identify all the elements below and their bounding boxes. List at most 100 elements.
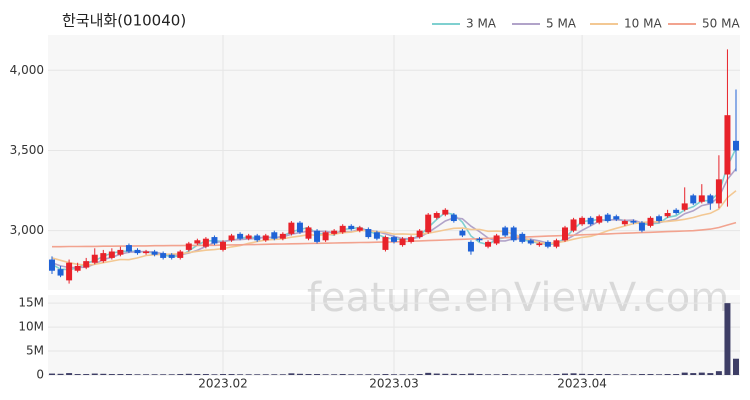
candle-body [117,249,124,255]
volume-bar [656,374,663,375]
volume-bar [296,373,303,375]
volume-bar [570,373,577,375]
volume-bar [544,374,551,375]
candle-body [365,229,372,238]
volume-bar [160,374,167,375]
volume-bar [91,373,98,375]
volume-bar [408,374,415,375]
candle-body [467,241,474,252]
x-tick-label: 2023.04 [557,377,607,391]
candle-body [57,269,64,276]
candle-body [459,230,466,236]
volume-bar [322,374,329,375]
volume-bar [485,374,492,375]
volume-bar [305,374,312,375]
candle-body [49,259,55,271]
volume-bar [596,374,603,375]
candle-body [647,217,654,226]
candle-body [202,238,209,247]
volume-bar [339,374,346,375]
volume-bar [228,374,235,375]
candle-body [220,241,226,250]
volume-bar [365,374,372,375]
candle-body [314,230,321,242]
candle-body [83,261,90,268]
volume-bar [519,374,526,375]
candle-body [168,254,175,258]
volume-tick-label: 15M [18,296,44,310]
volume-bar [433,373,440,375]
volume-bar [442,373,449,375]
candle-body [638,222,645,231]
volume-bar [108,374,115,375]
volume-bar [74,374,81,375]
candle-body [100,253,107,262]
candle-body [254,235,261,241]
candle-body [177,251,184,258]
candle-body [160,253,167,258]
candle-body [681,203,688,210]
candle-body [433,213,440,218]
volume-bar [587,374,594,375]
candle-body [391,237,397,242]
volume-bar [630,374,637,375]
volume-bar [373,374,380,375]
candle-body [125,245,132,252]
volume-bar [194,374,201,375]
candle-body [151,251,158,255]
candle-body [185,243,192,250]
candle-body [271,232,278,239]
candle-body [562,227,568,241]
volume-bar [254,374,261,375]
volume-bar [391,374,397,375]
volume-bar [459,374,466,375]
volume-bar [245,374,252,375]
candle-body [485,241,492,247]
candle-body [288,222,295,234]
volume-bar [143,374,150,375]
candle-body [382,237,389,250]
volume-bar [416,374,423,375]
volume-bar [579,373,586,375]
volume-bar [288,373,295,375]
legend-label: 10 MA [624,17,662,31]
volume-bar [262,374,269,375]
volume-bar [673,374,680,375]
chart-title: 한국내화(010040) [62,12,186,30]
candle-body [707,195,714,204]
candle-body [416,230,423,238]
volume-bar [125,374,132,375]
candle-body [305,227,312,239]
candle-body [613,216,620,220]
watermark: feature.enViewV.com [307,275,729,321]
candle-body [245,235,252,239]
volume-bar [733,358,739,375]
volume-tick-label: 0 [36,368,44,382]
volume-bar [690,373,697,375]
volume-bar [724,303,731,375]
volume-bar [681,372,688,375]
candle-body [527,240,534,244]
candle-body [656,216,663,222]
volume-bar [698,372,705,375]
volume-bar [83,374,90,375]
legend-label: 50 MA [702,17,740,31]
volume-bar [49,373,55,375]
candle-body [450,214,457,222]
candle-body [331,230,338,234]
candle-body [630,221,637,223]
volume-bar [220,374,226,375]
y-tick-label: 3,000 [10,223,44,237]
candle-body [690,195,697,204]
candle-body [621,221,628,225]
volume-bar [100,373,107,375]
volume-bar [177,374,184,375]
candle-body [476,238,483,241]
volume-bar [331,374,338,375]
legend-label: 5 MA [546,17,577,31]
volume-bar [211,374,218,375]
volume-bar [510,374,517,375]
volume-bar [348,374,355,375]
candle-body [237,233,244,239]
volume-bar [314,374,321,375]
